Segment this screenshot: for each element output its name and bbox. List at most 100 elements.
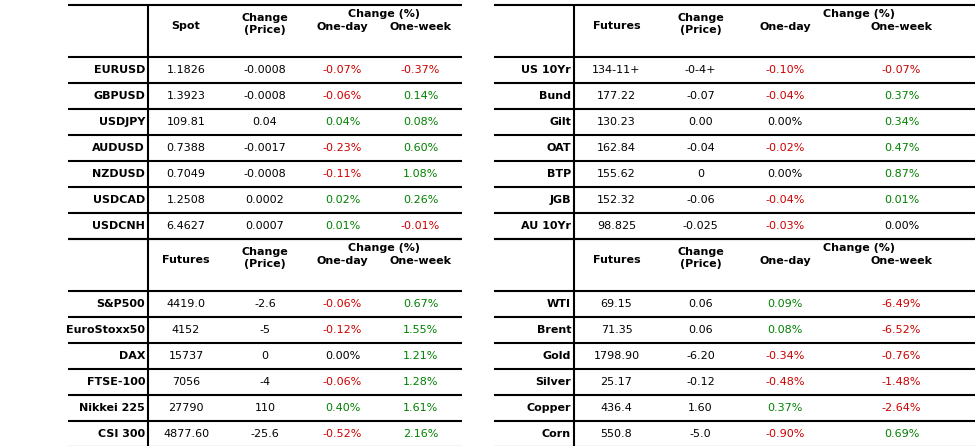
Text: 1.21%: 1.21% — [403, 351, 438, 361]
Text: One-day: One-day — [317, 256, 368, 266]
Text: 177.22: 177.22 — [597, 91, 636, 101]
Text: Change (%): Change (%) — [822, 9, 895, 19]
Text: -6.52%: -6.52% — [882, 325, 921, 335]
Text: 0.00%: 0.00% — [767, 117, 803, 127]
Text: 0.14%: 0.14% — [403, 91, 438, 101]
Text: 1.61%: 1.61% — [403, 403, 438, 413]
Text: Spot: Spot — [172, 21, 200, 31]
Text: -0.07%: -0.07% — [322, 65, 363, 75]
Text: -0.12%: -0.12% — [322, 325, 363, 335]
Text: Futures: Futures — [162, 255, 210, 265]
Text: -0.76%: -0.76% — [882, 351, 921, 361]
Text: -0.06: -0.06 — [686, 195, 714, 205]
Text: AUDUSD: AUDUSD — [92, 143, 145, 153]
Text: JGB: JGB — [550, 195, 571, 205]
Text: -2.6: -2.6 — [254, 299, 276, 309]
Text: (Price): (Price) — [244, 259, 286, 269]
Text: S&P500: S&P500 — [96, 299, 145, 309]
Text: -1.48%: -1.48% — [882, 377, 921, 387]
Text: Change: Change — [677, 13, 724, 23]
Text: Silver: Silver — [535, 377, 571, 387]
Text: 155.62: 155.62 — [597, 169, 636, 179]
Text: -0.11%: -0.11% — [322, 169, 363, 179]
Text: 0.7049: 0.7049 — [167, 169, 206, 179]
Text: 15737: 15737 — [169, 351, 204, 361]
Text: 1.2508: 1.2508 — [167, 195, 206, 205]
Text: -0.04: -0.04 — [686, 143, 714, 153]
Text: -0.06%: -0.06% — [322, 377, 363, 387]
Text: 71.35: 71.35 — [601, 325, 632, 335]
Text: -25.6: -25.6 — [251, 429, 279, 439]
Text: 162.84: 162.84 — [597, 143, 636, 153]
Text: 69.15: 69.15 — [601, 299, 632, 309]
Text: BTP: BTP — [547, 169, 571, 179]
Text: -0.0008: -0.0008 — [244, 65, 286, 75]
Text: 550.8: 550.8 — [601, 429, 632, 439]
Text: -0-4+: -0-4+ — [685, 65, 716, 75]
Text: -0.06%: -0.06% — [322, 299, 363, 309]
Text: -0.48%: -0.48% — [765, 377, 805, 387]
Text: Bund: Bund — [539, 91, 571, 101]
Text: One-day: One-day — [317, 22, 368, 32]
Text: -0.34%: -0.34% — [765, 351, 805, 361]
Text: Brent: Brent — [536, 325, 571, 335]
Text: 0: 0 — [262, 351, 269, 361]
Text: 27790: 27790 — [169, 403, 204, 413]
Text: 2.16%: 2.16% — [403, 429, 438, 439]
Text: 25.17: 25.17 — [601, 377, 632, 387]
Text: (Price): (Price) — [244, 25, 286, 35]
Text: One-week: One-week — [389, 22, 452, 32]
Text: Change (%): Change (%) — [348, 243, 420, 253]
Text: 0.08%: 0.08% — [403, 117, 438, 127]
Text: 0.60%: 0.60% — [403, 143, 438, 153]
Text: 0.02%: 0.02% — [324, 195, 361, 205]
Text: 0.01%: 0.01% — [325, 221, 360, 231]
Text: Change: Change — [242, 247, 288, 257]
Text: Futures: Futures — [593, 21, 640, 31]
Text: -0.90%: -0.90% — [765, 429, 805, 439]
Text: NZDUSD: NZDUSD — [92, 169, 145, 179]
Text: Change: Change — [677, 247, 724, 257]
Text: -0.0008: -0.0008 — [244, 169, 286, 179]
Text: -0.04%: -0.04% — [765, 195, 805, 205]
Text: 0: 0 — [697, 169, 704, 179]
Text: 0.00%: 0.00% — [767, 169, 803, 179]
Text: -0.02%: -0.02% — [765, 143, 805, 153]
Text: 98.825: 98.825 — [597, 221, 636, 231]
Text: Corn: Corn — [542, 429, 571, 439]
Text: 134-11+: 134-11+ — [592, 65, 641, 75]
Text: Change (%): Change (%) — [822, 243, 895, 253]
Text: 0.37%: 0.37% — [884, 91, 919, 101]
Text: 0.7388: 0.7388 — [167, 143, 206, 153]
Text: 6.4627: 6.4627 — [167, 221, 206, 231]
Text: -0.03%: -0.03% — [765, 221, 805, 231]
Text: 0.37%: 0.37% — [767, 403, 803, 413]
Text: One-week: One-week — [870, 22, 933, 32]
Text: DAX: DAX — [119, 351, 145, 361]
Text: 1.60: 1.60 — [688, 403, 712, 413]
Text: One-day: One-day — [760, 256, 810, 266]
Text: OAT: OAT — [547, 143, 571, 153]
Text: 0.40%: 0.40% — [324, 403, 361, 413]
Text: Copper: Copper — [526, 403, 571, 413]
Text: 0.01%: 0.01% — [884, 195, 919, 205]
Text: -5.0: -5.0 — [690, 429, 711, 439]
Text: 110: 110 — [255, 403, 275, 413]
Text: FTSE-100: FTSE-100 — [86, 377, 145, 387]
Text: Gold: Gold — [543, 351, 571, 361]
Text: USDCNH: USDCNH — [92, 221, 145, 231]
Text: 0.00: 0.00 — [688, 117, 712, 127]
Text: 130.23: 130.23 — [597, 117, 636, 127]
Text: 1.3923: 1.3923 — [167, 91, 206, 101]
Text: 0.0007: 0.0007 — [246, 221, 284, 231]
Text: -0.0017: -0.0017 — [244, 143, 286, 153]
Text: Change (%): Change (%) — [348, 9, 420, 19]
Text: Change: Change — [242, 13, 288, 23]
Text: 4152: 4152 — [172, 325, 200, 335]
Text: -0.07%: -0.07% — [882, 65, 921, 75]
Text: 0.69%: 0.69% — [884, 429, 919, 439]
Text: US 10Yr: US 10Yr — [521, 65, 571, 75]
Text: -0.10%: -0.10% — [765, 65, 805, 75]
Text: 7056: 7056 — [172, 377, 200, 387]
Text: -0.12: -0.12 — [686, 377, 714, 387]
